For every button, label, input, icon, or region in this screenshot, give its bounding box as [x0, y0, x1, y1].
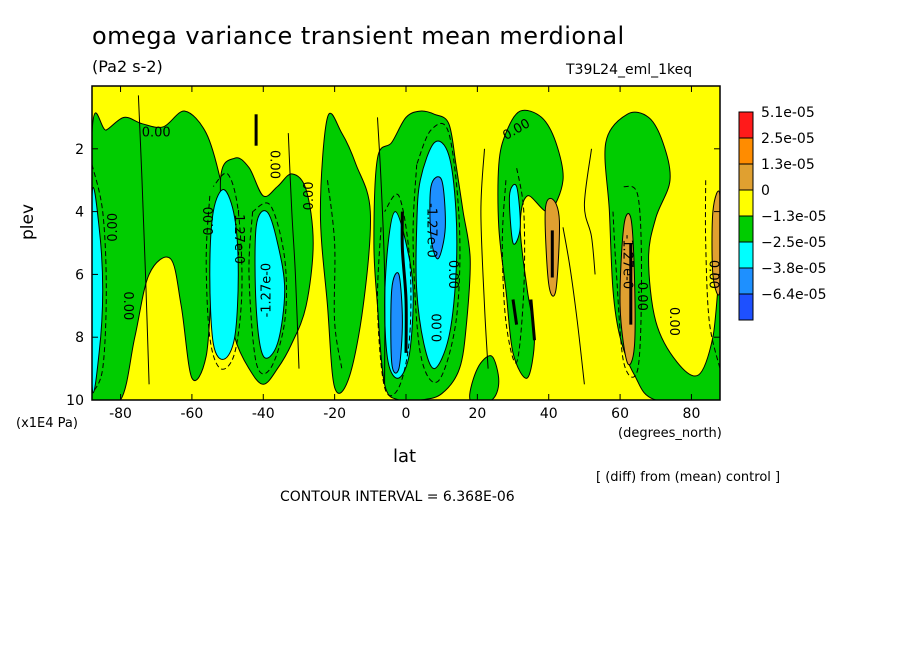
contour-line-9 — [529, 299, 536, 341]
y-tick-label: 2 — [75, 142, 84, 158]
legend-label: −6.4e-05 — [761, 287, 826, 303]
x-tick-label: -80 — [109, 406, 132, 422]
contour-label-6: -1.27e-0 — [231, 209, 246, 264]
legend-label: 5.1e-05 — [761, 105, 815, 121]
contour-line-18 — [501, 167, 526, 364]
contour-line-7 — [400, 211, 408, 353]
legend-swatch — [738, 215, 754, 243]
contour-line-15 — [412, 122, 461, 383]
contour-line-17 — [612, 185, 643, 378]
y-tick-label: 6 — [75, 267, 84, 283]
x-axis-label: lat — [393, 446, 417, 467]
contour-region-8 — [209, 189, 239, 360]
legend-swatch — [738, 293, 754, 321]
legend-swatch — [738, 189, 754, 217]
contour-line-4 — [562, 227, 585, 385]
legend-swatch — [738, 241, 754, 269]
contour-label-12: -1.27e-0 — [620, 235, 635, 290]
contour-label-1: 0.00 — [106, 213, 121, 242]
contour-region-7 — [469, 355, 500, 400]
contour-region-12 — [92, 187, 104, 394]
legend-label: −2.5e-05 — [761, 235, 826, 251]
contour-region-18 — [711, 190, 720, 296]
legend-swatch — [738, 163, 754, 191]
x-tick-label: -20 — [323, 406, 346, 422]
y-tick-label: 8 — [75, 330, 84, 346]
contour-line-19 — [327, 180, 343, 369]
contour-region-14 — [390, 272, 403, 374]
x-tick-label: 60 — [611, 406, 629, 422]
contour-interval-label: CONTOUR INTERVAL = 6.368E-06 — [280, 489, 515, 505]
contour-line-12 — [205, 172, 243, 370]
legend-label: −1.3e-05 — [761, 209, 826, 225]
contour-region-9 — [254, 210, 286, 359]
y-axis-unit: (x1E4 Pa) — [16, 416, 78, 431]
contour-label-14: 0.00 — [666, 307, 681, 336]
legend-swatch — [738, 137, 754, 165]
contour-region-15 — [429, 176, 446, 260]
contour-line-5 — [583, 148, 596, 275]
contour-label-5: 0.00 — [302, 181, 317, 210]
y-tick-label: 10 — [66, 393, 84, 409]
contour-label-15: 0.00 — [705, 260, 720, 289]
contour-line-8 — [511, 299, 519, 325]
legend-swatch — [738, 267, 754, 295]
contour-label-10: 0.00 — [431, 313, 446, 342]
contour-line-1 — [287, 133, 300, 369]
units-label: (Pa2 s-2) — [92, 57, 163, 76]
contour-label-7: -1.27e-0 — [259, 263, 274, 318]
contour-label-2: 0.00 — [202, 207, 217, 236]
legend-swatch — [738, 111, 754, 139]
diff-note: [ (diff) from (mean) control ] — [596, 470, 781, 485]
contour-line-16 — [92, 164, 107, 394]
contour-region-3 — [319, 112, 371, 394]
contour-line-14 — [376, 193, 412, 397]
contour-line-0 — [137, 95, 150, 385]
contour-line-3 — [480, 148, 489, 369]
x-tick-label: 0 — [402, 406, 411, 422]
contour-region-13 — [508, 183, 521, 245]
contour-label-0: 0.00 — [142, 126, 171, 141]
run-id-label: T39L24_eml_1keq — [566, 62, 693, 78]
x-tick-label: 20 — [468, 406, 486, 422]
contour-label-4: 0.00 — [266, 150, 281, 179]
x-tick-label: 80 — [683, 406, 701, 422]
plot-area: 0.000.00 0.000.000.000.00-1.27e-0-1.27e-0… — [92, 86, 720, 400]
legend-label: 1.3e-05 — [761, 157, 815, 173]
x-tick-label: -40 — [252, 406, 275, 422]
contour-line-20 — [704, 180, 720, 369]
contour-line-13 — [248, 202, 287, 375]
contour-line-2 — [377, 117, 386, 385]
legend-label: −3.8e-05 — [761, 261, 826, 277]
chart-title: omega variance transient mean merdional — [92, 22, 625, 50]
contour-label-9: 0.00 — [445, 260, 460, 289]
legend-label: 0 — [761, 183, 770, 199]
x-tick-label: -60 — [180, 406, 203, 422]
contour-label-13: 0.00 — [634, 282, 649, 311]
y-tick-label: 4 — [75, 205, 84, 221]
x-tick-label: 40 — [540, 406, 558, 422]
contour-label-3: 0.00 — [120, 291, 135, 320]
contour-label-8: -1.27e-0 — [423, 203, 438, 258]
contour-region-1 — [92, 110, 229, 400]
legend-label: 2.5e-05 — [761, 131, 815, 147]
x-axis-unit: (degrees_north) — [618, 426, 722, 441]
